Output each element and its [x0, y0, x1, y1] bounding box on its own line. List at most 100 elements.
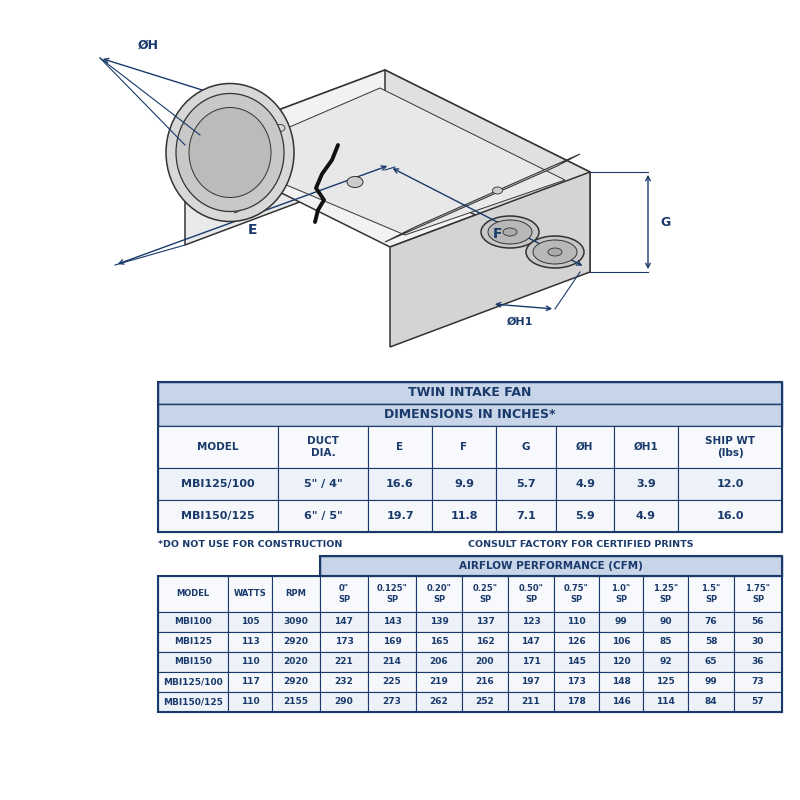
Bar: [320, 556, 782, 576]
Bar: [320, 632, 368, 652]
Bar: [368, 426, 432, 468]
Bar: [158, 468, 278, 500]
Bar: [734, 576, 782, 612]
Text: 110: 110: [241, 698, 259, 706]
Bar: [158, 672, 228, 692]
Polygon shape: [385, 154, 580, 242]
Text: ØH1: ØH1: [507, 317, 533, 327]
Ellipse shape: [189, 107, 271, 198]
Bar: [554, 632, 599, 652]
Text: 262: 262: [430, 698, 448, 706]
Bar: [432, 468, 496, 500]
Text: RPM: RPM: [286, 590, 306, 598]
Bar: [599, 612, 643, 632]
Bar: [158, 692, 228, 712]
Text: 7.1: 7.1: [516, 511, 536, 521]
Bar: [158, 426, 278, 468]
Text: 145: 145: [567, 658, 586, 666]
Text: MBI125: MBI125: [174, 638, 212, 646]
Bar: [599, 576, 643, 612]
Text: E: E: [397, 442, 403, 452]
Text: 169: 169: [382, 638, 402, 646]
Text: 5.7: 5.7: [516, 479, 536, 489]
Text: 1.5"
SP: 1.5" SP: [702, 584, 721, 604]
Bar: [462, 652, 508, 672]
Text: 105: 105: [241, 618, 259, 626]
Ellipse shape: [493, 187, 502, 194]
Text: 58: 58: [705, 638, 718, 646]
Bar: [368, 576, 416, 612]
Bar: [554, 652, 599, 672]
Text: 143: 143: [382, 618, 402, 626]
Text: ØH: ØH: [138, 39, 158, 52]
Bar: [416, 652, 462, 672]
Bar: [228, 652, 272, 672]
Bar: [678, 500, 782, 532]
Text: TWIN INTAKE FAN: TWIN INTAKE FAN: [408, 386, 532, 399]
Text: 171: 171: [522, 658, 541, 666]
Bar: [556, 426, 614, 468]
Bar: [599, 652, 643, 672]
Bar: [368, 652, 416, 672]
Text: 165: 165: [430, 638, 448, 646]
Bar: [734, 652, 782, 672]
Polygon shape: [220, 88, 565, 235]
Bar: [416, 632, 462, 652]
Bar: [320, 692, 368, 712]
Bar: [643, 692, 688, 712]
Text: 11.8: 11.8: [450, 511, 478, 521]
Text: 0.25"
SP: 0.25" SP: [473, 584, 498, 604]
Text: 9.9: 9.9: [454, 479, 474, 489]
Text: 221: 221: [334, 658, 354, 666]
Text: 219: 219: [430, 678, 449, 686]
Bar: [228, 576, 272, 612]
Text: E: E: [248, 223, 258, 237]
Bar: [462, 612, 508, 632]
Text: DUCT
DIA.: DUCT DIA.: [307, 436, 339, 458]
Bar: [508, 672, 554, 692]
Text: 146: 146: [611, 698, 630, 706]
Text: 1.25"
SP: 1.25" SP: [653, 584, 678, 604]
Bar: [416, 612, 462, 632]
Text: 3090: 3090: [283, 618, 309, 626]
Text: 85: 85: [659, 638, 672, 646]
Text: ØH: ØH: [576, 442, 594, 452]
Text: 106: 106: [612, 638, 630, 646]
Text: 4.9: 4.9: [575, 479, 595, 489]
Text: 273: 273: [382, 698, 402, 706]
Text: ØH1: ØH1: [634, 442, 658, 452]
Bar: [462, 632, 508, 652]
Text: 2920: 2920: [283, 678, 309, 686]
Bar: [643, 632, 688, 652]
Text: 57: 57: [752, 698, 764, 706]
Text: 2920: 2920: [283, 638, 309, 646]
Text: 113: 113: [241, 638, 259, 646]
Bar: [734, 612, 782, 632]
Bar: [643, 576, 688, 612]
Bar: [496, 468, 556, 500]
Bar: [368, 632, 416, 652]
Bar: [508, 576, 554, 612]
Text: 216: 216: [476, 678, 494, 686]
Text: 1.0"
SP: 1.0" SP: [611, 584, 630, 604]
Text: MBI125/100: MBI125/100: [163, 678, 223, 686]
Bar: [272, 652, 320, 672]
Bar: [599, 672, 643, 692]
Bar: [554, 576, 599, 612]
Text: F: F: [493, 227, 502, 241]
Bar: [462, 692, 508, 712]
Text: MODEL: MODEL: [177, 590, 210, 598]
Polygon shape: [185, 70, 385, 245]
Text: 214: 214: [382, 658, 402, 666]
Text: 252: 252: [476, 698, 494, 706]
Text: DIMENSIONS IN INCHES*: DIMENSIONS IN INCHES*: [384, 409, 556, 422]
Bar: [599, 692, 643, 712]
Text: 36: 36: [752, 658, 764, 666]
Bar: [614, 426, 678, 468]
Text: 147: 147: [334, 618, 354, 626]
Text: 92: 92: [659, 658, 672, 666]
Bar: [462, 576, 508, 612]
Bar: [416, 576, 462, 612]
Text: 65: 65: [705, 658, 718, 666]
Ellipse shape: [176, 94, 284, 211]
